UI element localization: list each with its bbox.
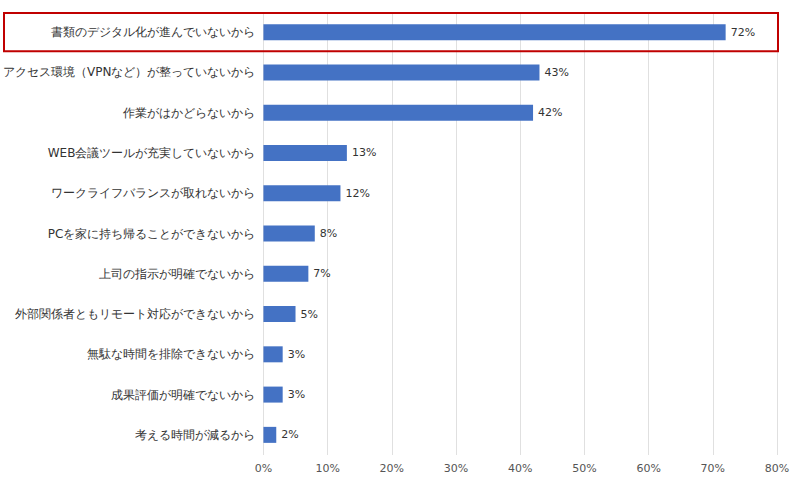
svg-text:成果評価が明確でないから: 成果評価が明確でないから bbox=[111, 388, 255, 402]
svg-text:書類のデジタル化が進んでいないから: 書類のデジタル化が進んでいないから bbox=[51, 25, 255, 39]
svg-text:作業がはかどらないから: 作業がはかどらないから bbox=[122, 106, 255, 120]
svg-text:10%: 10% bbox=[315, 462, 339, 475]
svg-text:12%: 12% bbox=[345, 187, 369, 200]
svg-text:50%: 50% bbox=[572, 462, 596, 475]
svg-text:外部関係者ともリモート対応ができないから: 外部関係者ともリモート対応ができないから bbox=[15, 307, 255, 321]
svg-text:60%: 60% bbox=[636, 462, 660, 475]
svg-text:70%: 70% bbox=[701, 462, 725, 475]
svg-text:20%: 20% bbox=[380, 462, 404, 475]
svg-text:40%: 40% bbox=[508, 462, 532, 475]
svg-text:5%: 5% bbox=[301, 308, 318, 321]
svg-text:8%: 8% bbox=[320, 227, 337, 240]
svg-text:考える時間が減るから: 考える時間が減るから bbox=[135, 428, 255, 442]
svg-text:PCを家に持ち帰ることができないから: PCを家に持ち帰ることができないから bbox=[48, 227, 256, 241]
svg-text:80%: 80% bbox=[765, 462, 789, 475]
svg-text:3%: 3% bbox=[288, 348, 305, 361]
svg-text:WEB会議ツールが充実していないから: WEB会議ツールが充実していないから bbox=[48, 146, 256, 160]
svg-text:2%: 2% bbox=[281, 428, 298, 441]
svg-text:72%: 72% bbox=[731, 26, 755, 39]
svg-text:13%: 13% bbox=[352, 146, 376, 159]
svg-text:30%: 30% bbox=[444, 462, 468, 475]
svg-text:7%: 7% bbox=[313, 267, 330, 280]
svg-text:ワークライフバランスが取れないから: ワークライフバランスが取れないから bbox=[51, 186, 255, 200]
svg-text:アクセス環境（VPNなど）が整っていないから: アクセス環境（VPNなど）が整っていないから bbox=[3, 65, 255, 79]
svg-text:43%: 43% bbox=[544, 66, 568, 79]
svg-text:3%: 3% bbox=[288, 388, 305, 401]
svg-text:0%: 0% bbox=[255, 462, 272, 475]
svg-text:無駄な時間を排除できないから: 無駄な時間を排除できないから bbox=[87, 347, 255, 361]
svg-text:上司の指示が明確でないから: 上司の指示が明確でないから bbox=[99, 267, 255, 281]
svg-text:42%: 42% bbox=[538, 106, 562, 119]
